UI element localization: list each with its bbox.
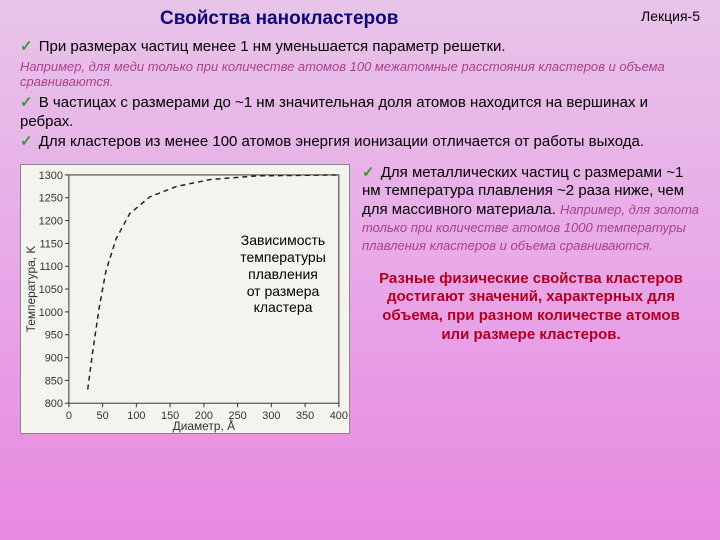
svg-text:1150: 1150 xyxy=(39,239,62,251)
bullet-1-text: При размерах частиц менее 1 нм уменьшает… xyxy=(39,38,506,55)
svg-text:Диаметр, Å: Диаметр, Å xyxy=(173,418,235,433)
svg-text:Температура, K: Температура, K xyxy=(24,246,38,333)
chart-caption-l2: температуры xyxy=(240,249,326,265)
check-icon: ✓ xyxy=(20,38,33,55)
lecture-label: Лекция-5 xyxy=(641,8,700,24)
svg-text:1000: 1000 xyxy=(39,307,63,319)
bullet-2-text: В частицах с размерами до ~1 нм значител… xyxy=(20,94,648,130)
svg-text:1300: 1300 xyxy=(39,170,63,182)
chart-block: 8008509009501000105011001150120012501300… xyxy=(20,164,350,434)
svg-text:1200: 1200 xyxy=(39,216,63,228)
svg-text:1250: 1250 xyxy=(39,193,63,205)
conclusion: Разные физические свойства кластеров дос… xyxy=(362,270,700,345)
svg-text:1050: 1050 xyxy=(39,284,63,296)
svg-text:950: 950 xyxy=(45,330,63,342)
svg-text:400: 400 xyxy=(330,410,348,422)
bullet-1-note: Например, для меди только при количестве… xyxy=(20,59,700,90)
svg-text:100: 100 xyxy=(127,410,145,422)
page-title: Свойства нанокластеров xyxy=(160,8,398,30)
bullet-3-text: Для кластеров из менее 100 атомов энерги… xyxy=(39,133,644,150)
svg-text:350: 350 xyxy=(296,410,314,422)
check-icon: ✓ xyxy=(362,164,375,181)
bullet-3: ✓ Для кластеров из менее 100 атомов энер… xyxy=(20,133,700,152)
bullet-2: ✓ В частицах с размерами до ~1 нм значит… xyxy=(20,94,700,132)
chart-caption-l1: Зависимость xyxy=(241,232,325,248)
chart-caption-l4: от размера xyxy=(247,283,320,299)
svg-text:1100: 1100 xyxy=(39,261,62,273)
chart-caption: Зависимость температуры плавления от раз… xyxy=(228,232,338,316)
chart-caption-l3: плавления xyxy=(248,266,318,282)
svg-text:900: 900 xyxy=(45,353,63,365)
svg-text:300: 300 xyxy=(262,410,280,422)
check-icon: ✓ xyxy=(20,94,33,111)
bullet-1: ✓ При размерах частиц менее 1 нм уменьша… xyxy=(20,38,700,57)
svg-text:50: 50 xyxy=(97,410,109,422)
svg-text:0: 0 xyxy=(66,410,72,422)
check-icon: ✓ xyxy=(20,133,33,150)
bullet-4: ✓ Для металлических частиц с размерами ~… xyxy=(362,164,700,255)
svg-text:800: 800 xyxy=(45,398,63,410)
svg-text:850: 850 xyxy=(45,376,63,388)
chart-caption-l5: кластера xyxy=(254,299,313,315)
